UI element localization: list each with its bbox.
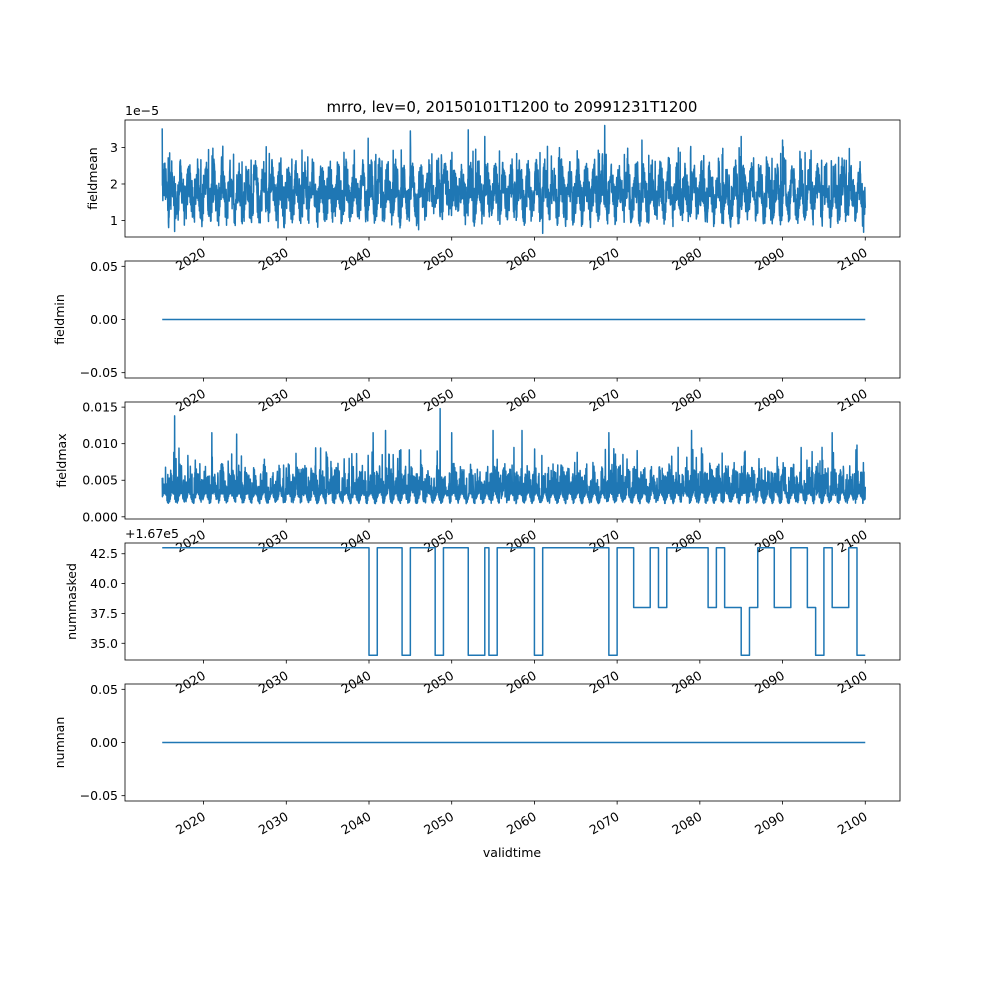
fieldmean-series-line — [161, 124, 867, 235]
fieldmax-axes-frame — [124, 401, 901, 520]
fieldmax-ytick-label: 0.010 — [82, 436, 118, 451]
numnan-ylabel: numnan — [52, 717, 67, 769]
numnan-ytick-label: 0.05 — [90, 682, 118, 697]
fieldmean-ytick-label: 1 — [110, 213, 118, 228]
numnan-ytick-label: 0.00 — [90, 735, 118, 750]
fieldmin-ytick-label: 0.05 — [90, 259, 118, 274]
fieldmean-ytick-label: 3 — [110, 140, 118, 155]
fieldmean-ylabel: fieldmean — [85, 147, 100, 209]
fieldmin-ylabel: fieldmin — [52, 294, 67, 345]
nummasked-ylabel: nummasked — [64, 563, 79, 640]
nummasked-ytick-label: 35.0 — [90, 636, 118, 651]
x-axis-label: validtime — [483, 845, 541, 860]
fieldmax-ytick-label: 0.005 — [82, 473, 118, 488]
nummasked-ytick-label: 37.5 — [90, 606, 118, 621]
chart-title: mrro, lev=0, 20150101T1200 to 20991231T1… — [327, 98, 698, 116]
numnan-ytick-label: −0.05 — [80, 788, 118, 803]
nummasked-ytick-label: 42.5 — [90, 546, 118, 561]
fieldmean-offset-label: 1e−5 — [125, 103, 159, 118]
fieldmean-axes-frame — [124, 119, 901, 238]
fieldmax-ytick-label: 0.000 — [82, 509, 118, 524]
nummasked-offset-label: +1.67e5 — [125, 526, 179, 541]
fieldmin-ytick-label: 0.00 — [90, 312, 118, 327]
fieldmax-ytick-label: 0.015 — [82, 400, 118, 415]
fieldmean-ytick-label: 2 — [110, 176, 118, 191]
nummasked-series-line — [162, 547, 866, 656]
nummasked-axes-frame — [124, 542, 901, 661]
nummasked-ytick-label: 40.0 — [90, 576, 118, 591]
fieldmax-ylabel: fieldmax — [54, 433, 69, 487]
fieldmax-series-line — [161, 407, 867, 505]
fieldmin-ytick-label: −0.05 — [80, 365, 118, 380]
